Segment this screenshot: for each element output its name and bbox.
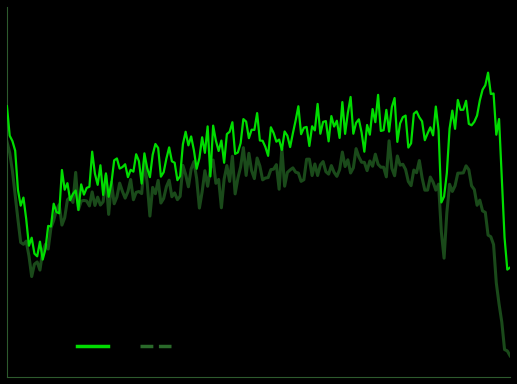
Legend: , : , (73, 338, 184, 357)
